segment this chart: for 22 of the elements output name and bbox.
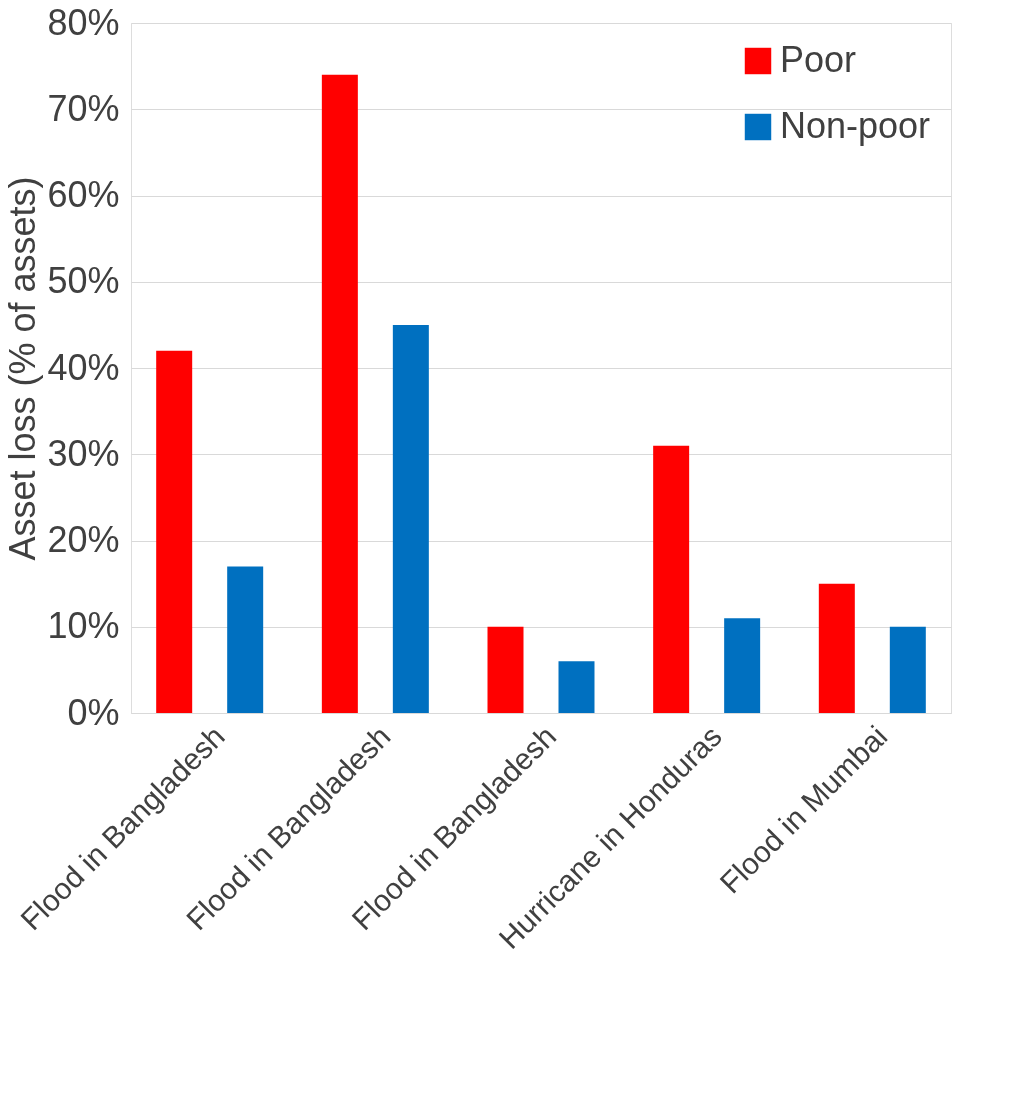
bar [392,324,429,713]
y-tick-label: 20% [47,519,120,560]
y-tick-label: 70% [47,87,120,129]
bar [227,566,264,713]
y-axis-title: Asset loss (% of assets) [2,176,44,561]
y-tick-label: 10% [47,605,120,647]
y-tick-label: 40% [47,346,120,388]
y-tick-label: 60% [47,174,120,215]
y-tick-label: 30% [47,432,120,474]
bar [558,661,595,713]
y-tick-label: 80% [47,1,120,43]
y-tick-label: 50% [47,260,120,302]
bar [818,583,855,713]
bar [156,350,193,713]
bar [321,74,358,713]
legend-label: Poor [780,39,857,80]
bar [724,618,761,713]
bar [487,626,524,713]
bar [653,445,690,713]
legend-label: Non-poor [780,105,931,146]
y-tick-label: 0% [67,691,120,733]
bar [889,626,926,713]
